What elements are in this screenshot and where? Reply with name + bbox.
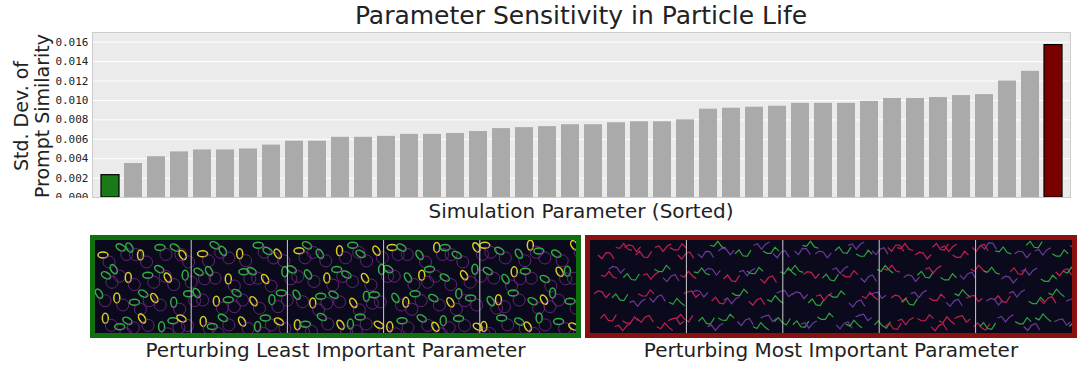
html-text:Perturbing Least Important Par: Perturbing Least Important Parameter <box>145 338 526 362</box>
svg-text:0.016: 0.016 <box>55 36 88 49</box>
svg-text:0.006: 0.006 <box>55 133 88 146</box>
html-text:Parameter Sensitivity in Parti: Parameter Sensitivity in Particle Life <box>354 1 808 30</box>
svg-text:0.000: 0.000 <box>55 191 88 198</box>
html-text:Perturbing Most Important Para: Perturbing Most Important Parameter <box>643 338 1019 362</box>
svg-text:0.012: 0.012 <box>55 75 88 88</box>
html-text:Std. Dev. of Prompt Similarity: Std. Dev. of Prompt Similarity <box>10 34 53 198</box>
svg-text:0.010: 0.010 <box>55 94 88 107</box>
svg-text:0.008: 0.008 <box>55 113 88 126</box>
svg-text:0.014: 0.014 <box>55 55 88 68</box>
svg-text:0.002: 0.002 <box>55 172 88 185</box>
html-text:Simulation Parameter (Sorted): Simulation Parameter (Sorted) <box>428 199 734 223</box>
svg-text:0.004: 0.004 <box>55 152 88 165</box>
